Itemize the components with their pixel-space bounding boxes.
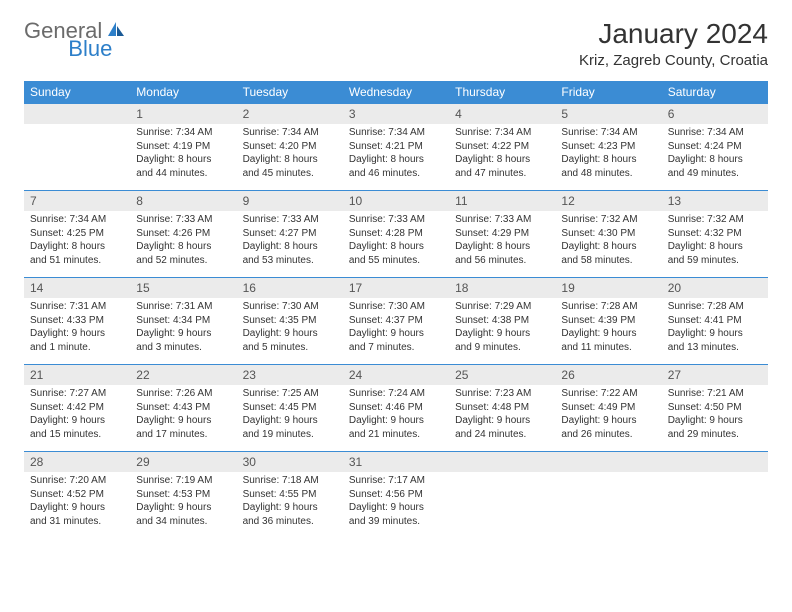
day-header-mon: Monday <box>130 81 236 104</box>
day-num <box>24 104 130 125</box>
day-detail: Sunrise: 7:19 AMSunset: 4:53 PMDaylight:… <box>130 472 236 538</box>
header: General Blue January 2024 Kriz, Zagreb C… <box>24 18 768 69</box>
day-num: 19 <box>555 278 661 299</box>
day-num: 18 <box>449 278 555 299</box>
day-header-sat: Saturday <box>662 81 768 104</box>
day-detail: Sunrise: 7:18 AMSunset: 4:55 PMDaylight:… <box>237 472 343 538</box>
day-num: 29 <box>130 452 236 473</box>
day-detail: Sunrise: 7:28 AMSunset: 4:39 PMDaylight:… <box>555 298 661 365</box>
day-num: 5 <box>555 104 661 125</box>
day-detail: Sunrise: 7:17 AMSunset: 4:56 PMDaylight:… <box>343 472 449 538</box>
day-header-sun: Sunday <box>24 81 130 104</box>
day-detail: Sunrise: 7:27 AMSunset: 4:42 PMDaylight:… <box>24 385 130 452</box>
logo-text-blue: Blue <box>68 36 112 62</box>
week-4-nums: 21 22 23 24 25 26 27 <box>24 365 768 386</box>
week-2-nums: 7 8 9 10 11 12 13 <box>24 191 768 212</box>
day-detail: Sunrise: 7:31 AMSunset: 4:33 PMDaylight:… <box>24 298 130 365</box>
day-detail: Sunrise: 7:34 AMSunset: 4:19 PMDaylight:… <box>130 124 236 191</box>
week-2-details: Sunrise: 7:34 AMSunset: 4:25 PMDaylight:… <box>24 211 768 278</box>
week-5-nums: 28 29 30 31 <box>24 452 768 473</box>
day-detail: Sunrise: 7:20 AMSunset: 4:52 PMDaylight:… <box>24 472 130 538</box>
week-4-details: Sunrise: 7:27 AMSunset: 4:42 PMDaylight:… <box>24 385 768 452</box>
day-num: 8 <box>130 191 236 212</box>
day-detail: Sunrise: 7:26 AMSunset: 4:43 PMDaylight:… <box>130 385 236 452</box>
day-num: 2 <box>237 104 343 125</box>
day-detail: Sunrise: 7:33 AMSunset: 4:27 PMDaylight:… <box>237 211 343 278</box>
day-num: 4 <box>449 104 555 125</box>
day-detail: Sunrise: 7:34 AMSunset: 4:25 PMDaylight:… <box>24 211 130 278</box>
day-num: 11 <box>449 191 555 212</box>
week-1-details: Sunrise: 7:34 AMSunset: 4:19 PMDaylight:… <box>24 124 768 191</box>
logo: General Blue <box>24 18 174 44</box>
day-detail: Sunrise: 7:29 AMSunset: 4:38 PMDaylight:… <box>449 298 555 365</box>
day-detail: Sunrise: 7:34 AMSunset: 4:20 PMDaylight:… <box>237 124 343 191</box>
day-header-thu: Thursday <box>449 81 555 104</box>
day-detail: Sunrise: 7:30 AMSunset: 4:37 PMDaylight:… <box>343 298 449 365</box>
day-num <box>662 452 768 473</box>
day-detail: Sunrise: 7:33 AMSunset: 4:26 PMDaylight:… <box>130 211 236 278</box>
day-num: 14 <box>24 278 130 299</box>
day-detail <box>24 124 130 191</box>
day-header-wed: Wednesday <box>343 81 449 104</box>
day-num: 3 <box>343 104 449 125</box>
day-detail: Sunrise: 7:24 AMSunset: 4:46 PMDaylight:… <box>343 385 449 452</box>
day-num: 21 <box>24 365 130 386</box>
day-num <box>449 452 555 473</box>
day-num: 16 <box>237 278 343 299</box>
day-num: 20 <box>662 278 768 299</box>
day-detail <box>449 472 555 538</box>
day-num: 22 <box>130 365 236 386</box>
day-num: 10 <box>343 191 449 212</box>
day-detail: Sunrise: 7:21 AMSunset: 4:50 PMDaylight:… <box>662 385 768 452</box>
month-title: January 2024 <box>579 18 768 50</box>
day-num: 25 <box>449 365 555 386</box>
day-num: 23 <box>237 365 343 386</box>
day-detail: Sunrise: 7:34 AMSunset: 4:22 PMDaylight:… <box>449 124 555 191</box>
week-1-nums: 1 2 3 4 5 6 <box>24 104 768 125</box>
day-detail: Sunrise: 7:31 AMSunset: 4:34 PMDaylight:… <box>130 298 236 365</box>
day-num: 28 <box>24 452 130 473</box>
day-detail: Sunrise: 7:22 AMSunset: 4:49 PMDaylight:… <box>555 385 661 452</box>
day-num: 17 <box>343 278 449 299</box>
week-3-details: Sunrise: 7:31 AMSunset: 4:33 PMDaylight:… <box>24 298 768 365</box>
day-detail: Sunrise: 7:33 AMSunset: 4:28 PMDaylight:… <box>343 211 449 278</box>
day-num <box>555 452 661 473</box>
week-3-nums: 14 15 16 17 18 19 20 <box>24 278 768 299</box>
day-detail <box>555 472 661 538</box>
day-num: 13 <box>662 191 768 212</box>
day-header-row: Sunday Monday Tuesday Wednesday Thursday… <box>24 81 768 104</box>
day-detail: Sunrise: 7:23 AMSunset: 4:48 PMDaylight:… <box>449 385 555 452</box>
title-block: January 2024 Kriz, Zagreb County, Croati… <box>579 18 768 69</box>
day-num: 1 <box>130 104 236 125</box>
day-detail: Sunrise: 7:28 AMSunset: 4:41 PMDaylight:… <box>662 298 768 365</box>
day-detail: Sunrise: 7:34 AMSunset: 4:23 PMDaylight:… <box>555 124 661 191</box>
day-detail: Sunrise: 7:32 AMSunset: 4:30 PMDaylight:… <box>555 211 661 278</box>
day-num: 24 <box>343 365 449 386</box>
calendar-table: Sunday Monday Tuesday Wednesday Thursday… <box>24 81 768 538</box>
day-num: 27 <box>662 365 768 386</box>
day-detail: Sunrise: 7:34 AMSunset: 4:24 PMDaylight:… <box>662 124 768 191</box>
week-5-details: Sunrise: 7:20 AMSunset: 4:52 PMDaylight:… <box>24 472 768 538</box>
day-num: 30 <box>237 452 343 473</box>
day-num: 31 <box>343 452 449 473</box>
day-detail: Sunrise: 7:34 AMSunset: 4:21 PMDaylight:… <box>343 124 449 191</box>
day-header-fri: Friday <box>555 81 661 104</box>
location: Kriz, Zagreb County, Croatia <box>579 52 768 69</box>
day-detail <box>662 472 768 538</box>
day-detail: Sunrise: 7:30 AMSunset: 4:35 PMDaylight:… <box>237 298 343 365</box>
day-detail: Sunrise: 7:25 AMSunset: 4:45 PMDaylight:… <box>237 385 343 452</box>
day-num: 26 <box>555 365 661 386</box>
day-num: 6 <box>662 104 768 125</box>
day-header-tue: Tuesday <box>237 81 343 104</box>
day-detail: Sunrise: 7:33 AMSunset: 4:29 PMDaylight:… <box>449 211 555 278</box>
day-num: 9 <box>237 191 343 212</box>
day-num: 7 <box>24 191 130 212</box>
day-detail: Sunrise: 7:32 AMSunset: 4:32 PMDaylight:… <box>662 211 768 278</box>
day-num: 15 <box>130 278 236 299</box>
day-num: 12 <box>555 191 661 212</box>
